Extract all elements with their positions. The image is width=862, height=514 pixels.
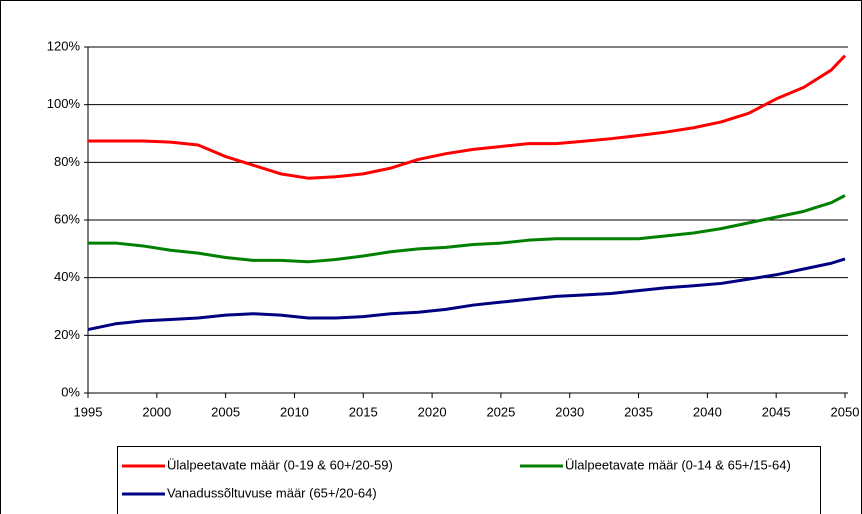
x-tick-label: 2015 (349, 404, 378, 419)
x-tick-label: 2000 (142, 404, 171, 419)
x-tick-label: 2040 (693, 404, 722, 419)
series-line (87, 257, 846, 332)
x-tick-label: 2020 (418, 404, 447, 419)
series-line (88, 194, 846, 264)
legend-label: Ülalpeetavate määr (0-19 & 60+/20-59) (167, 457, 393, 472)
y-tick-label: 0% (61, 384, 80, 399)
x-tick-label: 2025 (486, 404, 515, 419)
x-tick-label: 2050 (831, 404, 860, 419)
legend-label: Vanadussõltuvuse määr (65+/20-64) (167, 485, 377, 500)
legend-box (117, 446, 821, 514)
x-tick-label: 2035 (624, 404, 653, 419)
x-tick-label: 2010 (280, 404, 309, 419)
x-tick-label: 2045 (762, 404, 791, 419)
y-tick-label: 120% (47, 38, 81, 53)
y-tick-label: 100% (47, 96, 81, 111)
x-tick-label: 2030 (555, 404, 584, 419)
x-tick-label: 1995 (74, 404, 103, 419)
y-tick-label: 80% (54, 154, 80, 169)
y-tick-label: 60% (54, 211, 80, 226)
x-tick-label: 2005 (211, 404, 240, 419)
y-tick-label: 40% (54, 269, 80, 284)
series-line (88, 54, 847, 180)
legend-label: Ülalpeetavate määr (0-14 & 65+/15-64) (565, 457, 791, 472)
y-tick-label: 20% (54, 327, 80, 342)
